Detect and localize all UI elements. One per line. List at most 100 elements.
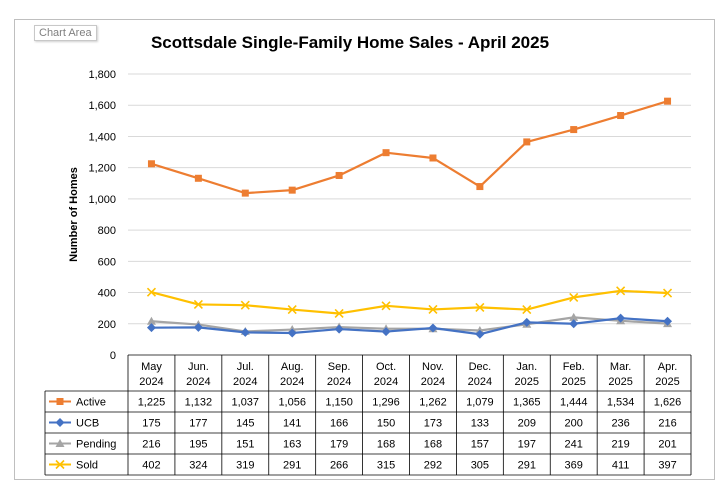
marker-active [664, 97, 672, 105]
data-table-cell: 1,262 [419, 397, 447, 409]
data-table-cell: 209 [518, 418, 536, 430]
marker-sold [662, 288, 673, 298]
marker-active [523, 138, 531, 146]
marker-ucb [193, 322, 203, 332]
marker-pending [55, 439, 65, 447]
marker-ucb [475, 329, 485, 339]
data-table-cell: 292 [424, 460, 442, 472]
data-table-cell: 168 [377, 439, 395, 451]
marker-active [335, 171, 343, 179]
x-tick-label: 2024 [421, 376, 445, 388]
data-table-cell: 397 [658, 460, 676, 472]
data-table-cell: 369 [565, 460, 583, 472]
data-table-cell: 216 [142, 439, 160, 451]
marker-active [429, 154, 437, 162]
marker-ucb [334, 324, 344, 334]
x-tick-label: Mar. [610, 361, 631, 373]
marker-ucb [616, 313, 626, 323]
chart-area-tooltip: Chart Area [34, 25, 97, 41]
marker-pending [569, 312, 579, 321]
marker-ucb [428, 323, 438, 333]
data-table-cell: 197 [518, 439, 536, 451]
y-tick-label: 400 [98, 288, 116, 300]
marker-sold [381, 301, 391, 311]
data-table-cell: 151 [236, 439, 254, 451]
marker-ucb [240, 327, 250, 337]
marker-sold [240, 300, 250, 310]
x-tick-label: Dec. [469, 361, 492, 373]
x-tick-label: 2024 [468, 376, 492, 388]
data-table-cell: 219 [611, 439, 629, 451]
marker-pending [146, 316, 156, 325]
x-tick-label: Feb. [563, 361, 585, 373]
y-tick-label: 0 [110, 350, 116, 362]
marker-sold [428, 304, 438, 314]
x-tick-label: Jan. [516, 361, 537, 373]
data-table-cell: 236 [611, 418, 629, 430]
x-tick-label: 2024 [139, 376, 163, 388]
data-table-cell: 1,037 [232, 397, 260, 409]
data-table-cell: 1,056 [278, 397, 306, 409]
legend-label: Active [76, 397, 106, 409]
data-table-cell: 150 [377, 418, 395, 430]
x-tick-label: 2024 [327, 376, 351, 388]
x-tick-label: 2025 [515, 376, 539, 388]
series-line-active [151, 100, 668, 195]
data-table-cell: 179 [330, 439, 348, 451]
x-tick-label: 2025 [655, 376, 679, 388]
data-table-cell: 173 [424, 418, 442, 430]
data-table-cell: 1,626 [654, 397, 682, 409]
data-table-cell: 411 [612, 460, 630, 472]
data-table-cell: 1,534 [607, 397, 635, 409]
marker-sold [193, 299, 203, 309]
marker-active [570, 126, 578, 134]
series-line-ucb [151, 317, 668, 336]
data-table-cell: 200 [565, 418, 583, 430]
series-line-sold [151, 289, 668, 315]
data-table-cell: 291 [283, 460, 301, 472]
marker-sold [287, 305, 297, 315]
x-tick-label: Apr. [658, 361, 678, 373]
data-table-cell: 241 [565, 439, 583, 451]
marker-ucb [381, 327, 391, 337]
x-tick-label: 2024 [280, 376, 304, 388]
marker-sold [55, 459, 65, 470]
data-table-cell: 195 [189, 439, 207, 451]
data-table-cell: 1,444 [560, 397, 588, 409]
marker-active [194, 174, 202, 182]
data-table-cell: 145 [236, 418, 254, 430]
x-tick-label: 2025 [608, 376, 632, 388]
data-table-cell: 266 [330, 460, 348, 472]
data-table-cell: 305 [471, 460, 489, 472]
marker-ucb [55, 418, 65, 427]
y-tick-label: 1,800 [88, 69, 116, 81]
chart-title: Scottsdale Single-Family Home Sales - Ap… [150, 33, 550, 52]
marker-sold [334, 308, 344, 319]
data-table-cell: 157 [471, 439, 489, 451]
x-tick-label: Aug. [281, 361, 304, 373]
data-table-cell: 141 [283, 418, 301, 430]
marker-active [241, 189, 249, 197]
marker-sold [475, 302, 485, 312]
data-table-cell: 1,150 [325, 397, 353, 409]
data-table-cell: 1,132 [185, 397, 213, 409]
y-axis-title: Number of Homes [68, 167, 80, 262]
y-tick-label: 800 [98, 225, 116, 237]
marker-sold [522, 305, 532, 315]
x-tick-label: Nov. [422, 361, 444, 373]
y-tick-label: 1,600 [88, 100, 116, 112]
data-table-cell: 1,225 [138, 397, 166, 409]
marker-ucb [663, 316, 673, 326]
data-table-cell: 1,365 [513, 397, 541, 409]
legend-label: Sold [76, 460, 98, 472]
legend-label: Pending [76, 439, 116, 451]
data-table-cell: 168 [424, 439, 442, 451]
data-table-cell: 402 [142, 460, 160, 472]
chart-frame [14, 19, 715, 480]
y-tick-label: 200 [98, 319, 116, 331]
data-table-cell: 133 [471, 418, 489, 430]
y-tick-label: 1,200 [88, 163, 116, 175]
marker-active [147, 160, 155, 168]
x-tick-label: 2025 [561, 376, 585, 388]
marker-sold [569, 292, 579, 302]
